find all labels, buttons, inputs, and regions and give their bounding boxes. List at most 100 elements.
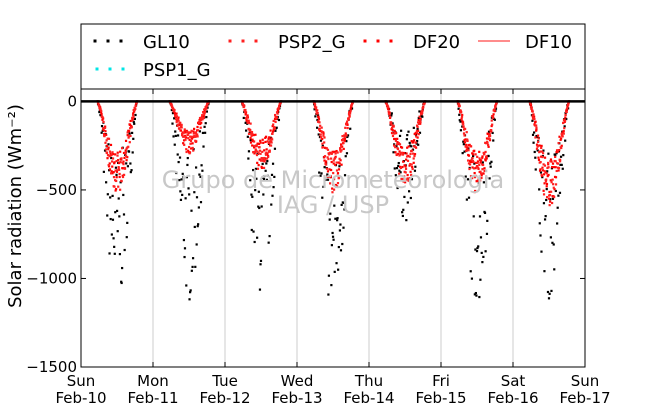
gl10-point xyxy=(336,217,339,220)
gl10-point xyxy=(400,179,403,182)
df20-point xyxy=(114,153,117,156)
psp2-g-point xyxy=(471,177,474,180)
psp2-g-point xyxy=(349,109,352,112)
psp2-g-point xyxy=(268,150,271,153)
df20-point xyxy=(183,129,186,133)
gl10-point xyxy=(552,243,555,246)
psp2-g-point xyxy=(547,161,550,165)
psp2-g-point xyxy=(415,130,418,133)
df20-point xyxy=(107,165,111,168)
gl10-point xyxy=(200,164,203,167)
psp2-g-point xyxy=(258,146,261,149)
gl10-point xyxy=(261,162,264,166)
psp2-g-point xyxy=(186,133,189,137)
psp2-g-point xyxy=(196,133,199,136)
df20-point xyxy=(326,170,330,173)
gl10-point xyxy=(536,149,539,152)
psp2-g-point xyxy=(494,106,497,109)
gl10-point xyxy=(184,197,187,200)
gl10-point xyxy=(396,186,399,190)
gl10-point xyxy=(194,265,197,268)
psp2-g-point xyxy=(255,153,259,157)
x-tick-label-weekday: Tue xyxy=(211,372,238,390)
psp2-g-point xyxy=(260,159,263,162)
psp2-g-point xyxy=(115,179,118,183)
gl10-point xyxy=(545,198,548,202)
psp2-g-point xyxy=(533,124,537,127)
psp2-g-point xyxy=(560,132,563,136)
df20-point xyxy=(325,160,328,163)
psp2-g-point xyxy=(273,127,276,130)
gl10-point xyxy=(257,205,260,208)
gl10-point xyxy=(274,129,277,132)
df20-point xyxy=(558,149,561,152)
df20-point xyxy=(129,119,132,123)
x-tick-label-date: Feb-11 xyxy=(127,389,178,407)
df20-point xyxy=(388,111,391,114)
df20-point xyxy=(565,108,568,111)
df20-point xyxy=(549,179,552,182)
psp2-g-point xyxy=(548,204,551,207)
psp2-g-point xyxy=(350,104,353,107)
df20-point xyxy=(190,147,193,150)
psp2-g-point xyxy=(176,123,180,126)
df20-point xyxy=(563,120,566,124)
psp2-g-point xyxy=(254,149,258,152)
psp2-g-point xyxy=(124,151,127,154)
psp2-g-point xyxy=(399,151,402,155)
legend-label-psp1-g: PSP1_G xyxy=(143,60,211,81)
df20-point xyxy=(412,161,415,164)
x-tick-label-date: Feb-12 xyxy=(199,389,250,407)
gl10-point xyxy=(326,178,330,181)
df20-point xyxy=(121,174,124,177)
df20-point xyxy=(549,158,553,161)
psp2-g-point xyxy=(490,129,493,132)
psp2-g-point xyxy=(544,180,548,183)
df20-point xyxy=(117,159,120,162)
gl10-point xyxy=(332,238,335,241)
df20-point xyxy=(258,158,261,161)
gl10-point xyxy=(405,219,408,222)
psp2-g-point xyxy=(169,101,172,105)
gl10-point xyxy=(110,156,113,160)
gl10-point xyxy=(398,169,401,172)
psp2-g-point xyxy=(484,150,487,154)
df20-point xyxy=(342,147,345,151)
gl10-point xyxy=(417,143,420,146)
psp2-g-point xyxy=(314,107,318,110)
df20-point xyxy=(111,172,114,175)
psp2-g-point xyxy=(341,135,344,138)
gl10-point xyxy=(541,176,544,179)
psp2-g-point xyxy=(540,150,544,153)
psp2-g-point xyxy=(274,120,277,123)
psp2-g-point xyxy=(178,121,182,125)
gl10-point xyxy=(198,130,201,133)
psp2-g-point xyxy=(420,110,423,113)
gl10-point xyxy=(197,206,200,209)
psp2-g-point xyxy=(351,102,354,106)
psp2-g-point xyxy=(187,137,190,140)
gl10-point xyxy=(107,143,110,146)
gl10-point xyxy=(118,253,122,256)
df20-point xyxy=(480,159,483,162)
x-tick-label-date: Feb-14 xyxy=(343,389,394,407)
psp2-g-point xyxy=(535,126,538,129)
df20-point xyxy=(271,125,274,128)
gl10-point xyxy=(114,166,118,169)
gl10-point xyxy=(188,298,191,301)
df20-point xyxy=(175,119,179,123)
df20-point xyxy=(196,125,199,129)
df20-point xyxy=(120,158,123,161)
df20-point xyxy=(544,171,547,174)
df20-point xyxy=(409,176,412,180)
psp2-g-point xyxy=(552,183,555,186)
gl10-point xyxy=(539,171,543,174)
gl10-point xyxy=(481,261,484,264)
psp2-g-point xyxy=(547,166,550,169)
psp2-g-point xyxy=(321,145,325,149)
df20-point xyxy=(349,107,352,110)
df20-point xyxy=(259,139,262,142)
psp2-g-point xyxy=(331,191,334,194)
psp2-g-point xyxy=(491,115,494,118)
psp2-g-point xyxy=(391,134,395,138)
